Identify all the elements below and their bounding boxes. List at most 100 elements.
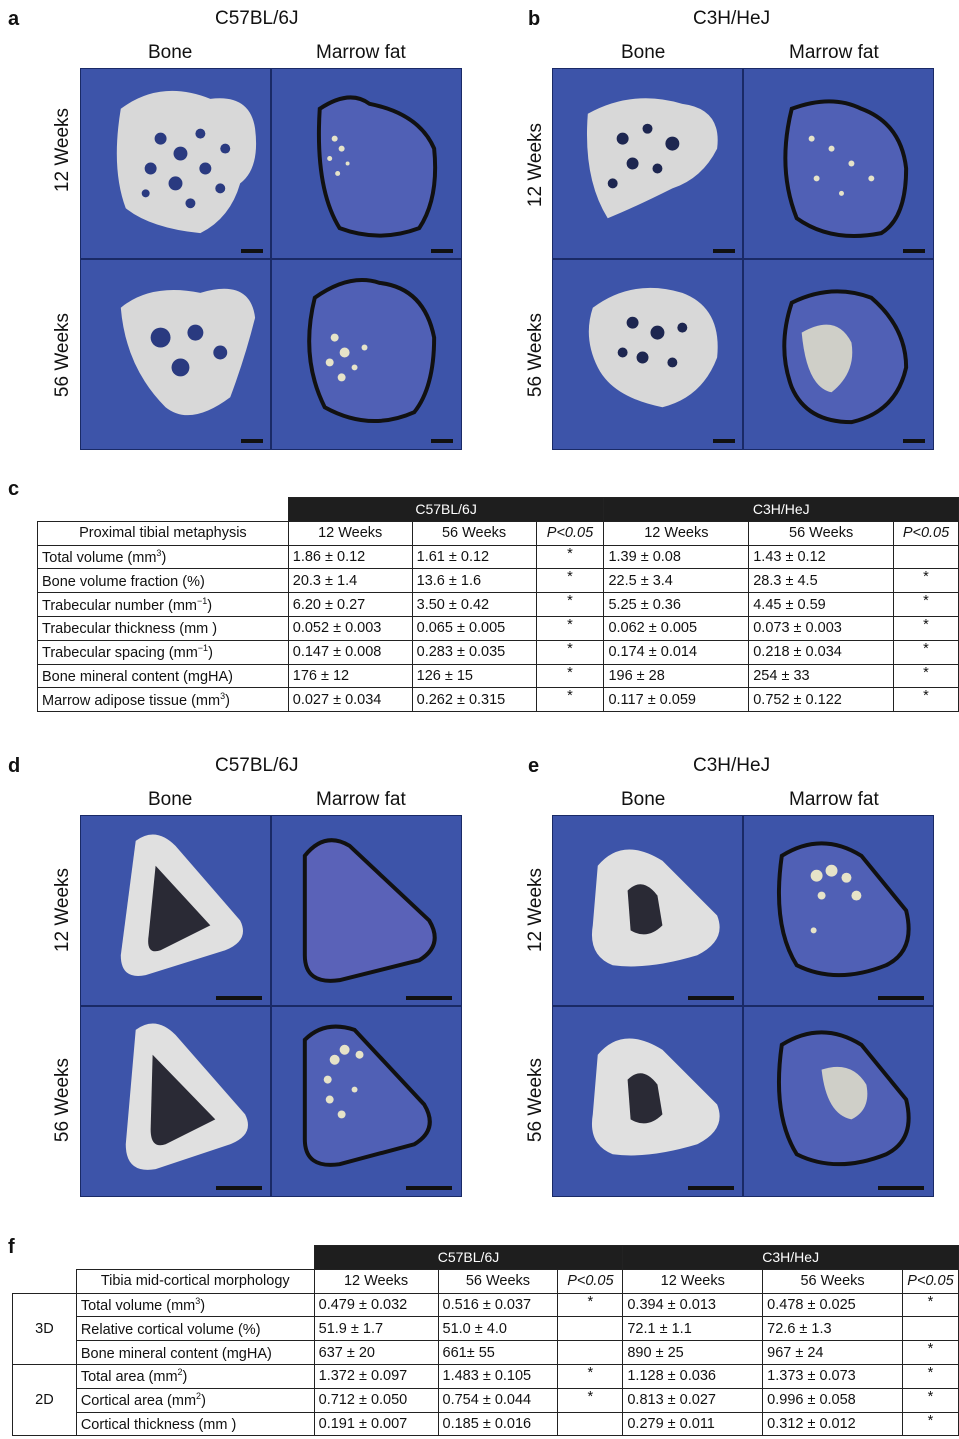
group-label: 2D bbox=[12, 1363, 77, 1437]
value-cell: 0.174 ± 0.014 bbox=[603, 639, 750, 665]
value-cell: 6.20 ± 0.27 bbox=[287, 592, 413, 617]
value-cell: 0.062 ± 0.005 bbox=[603, 615, 750, 641]
header-cell: 56 Weeks bbox=[437, 1268, 559, 1294]
col-label-bone-b: Bone bbox=[621, 42, 666, 63]
significance-cell: * bbox=[893, 663, 959, 689]
significance-cell: * bbox=[535, 663, 605, 689]
value-cell: 0.996 ± 0.058 bbox=[762, 1387, 903, 1413]
value-cell: 0.117 ± 0.059 bbox=[603, 687, 750, 713]
row-label: Total area (mm2) bbox=[75, 1363, 315, 1389]
header-cell: 12 Weeks bbox=[287, 520, 413, 546]
value-cell: 0.752 ± 0.122 bbox=[748, 687, 895, 713]
significance-cell: * bbox=[535, 568, 605, 594]
row-label-12-b: 12 Weeks bbox=[525, 122, 546, 208]
micro-ct-image-d bbox=[80, 815, 462, 1197]
row-label-12-a: 12 Weeks bbox=[52, 107, 73, 193]
col-label-bone-d: Bone bbox=[148, 789, 193, 810]
row-label: Cortical thickness (mm ) bbox=[75, 1411, 315, 1437]
panel-letter-b: b bbox=[528, 8, 541, 30]
value-cell: 126 ± 15 bbox=[411, 663, 537, 689]
group-header-c57-f: C57BL/6J bbox=[313, 1245, 624, 1270]
significance-cell: * bbox=[893, 592, 959, 617]
significance-cell: * bbox=[557, 1292, 624, 1318]
significance-cell bbox=[557, 1340, 624, 1365]
micro-ct-image-e bbox=[552, 815, 934, 1197]
value-cell: 22.5 ± 3.4 bbox=[603, 568, 750, 594]
row-label-tail: ) bbox=[200, 1297, 206, 1314]
value-cell: 0.478 ± 0.025 bbox=[762, 1292, 903, 1318]
value-cell: 0.191 ± 0.007 bbox=[313, 1411, 439, 1437]
value-cell: 1.39 ± 0.08 bbox=[603, 544, 750, 570]
value-cell: 72.1 ± 1.1 bbox=[622, 1316, 764, 1342]
value-cell: 1.86 ± 0.12 bbox=[287, 544, 413, 570]
row-label-text: Trabecular spacing (mm bbox=[42, 645, 198, 662]
table-header-row: Proximal tibial metaphysis 12 Weeks 56 W… bbox=[37, 520, 959, 546]
row-label: Relative cortical volume (%) bbox=[75, 1316, 315, 1342]
value-cell: 0.052 ± 0.003 bbox=[287, 615, 413, 641]
strain-label-d: C57BL/6J bbox=[215, 755, 299, 776]
table-row: Cortical thickness (mm ) 0.191 ± 0.007 0.1… bbox=[13, 1411, 959, 1437]
strain-label-a: C57BL/6J bbox=[215, 8, 299, 29]
significance-cell: * bbox=[901, 1363, 959, 1389]
value-cell: 0.283 ± 0.035 bbox=[411, 639, 537, 665]
row-label-tail: ) bbox=[225, 692, 230, 709]
col-label-bone-a: Bone bbox=[148, 42, 193, 63]
header-cell: Proximal tibial metaphysis bbox=[37, 520, 289, 546]
significance-cell: * bbox=[893, 615, 959, 641]
row-label-tail: ) bbox=[161, 549, 167, 566]
value-cell: 0.279 ± 0.011 bbox=[622, 1411, 764, 1437]
row-label-text: Bone mineral content (mgHA) bbox=[42, 668, 233, 685]
row-label: Trabecular number (mm−1) bbox=[37, 592, 289, 617]
table-row: Relative cortical volume (%) 51.9 ± 1.7 51… bbox=[13, 1316, 959, 1342]
col-label-fat-b: Marrow fat bbox=[789, 42, 879, 63]
row-label-text: Bone volume fraction (%) bbox=[42, 573, 205, 590]
significance-cell: * bbox=[535, 544, 605, 570]
strain-label-b: C3H/HeJ bbox=[693, 8, 771, 29]
row-label-sup: 3 bbox=[195, 1296, 201, 1307]
value-cell: 254 ± 33 bbox=[748, 663, 895, 689]
table-row: Trabecular thickness (mm ) 0.052 ± 0.003 0… bbox=[37, 615, 959, 641]
value-cell: 51.0 ± 4.0 bbox=[437, 1316, 559, 1342]
value-cell: 0.185 ± 0.016 bbox=[437, 1411, 559, 1437]
significance-cell: * bbox=[901, 1292, 959, 1318]
value-cell: 1.483 ± 0.105 bbox=[437, 1363, 559, 1389]
value-cell: 72.6 ± 1.3 bbox=[762, 1316, 903, 1342]
table-row: Marrow adipose tissue (mm3) 0.027 ± 0.034… bbox=[37, 687, 959, 713]
value-cell: 0.027 ± 0.034 bbox=[287, 687, 413, 713]
value-cell: 0.065 ± 0.005 bbox=[411, 615, 537, 641]
row-label: Bone mineral content (mgHA) bbox=[75, 1340, 315, 1365]
row-label-sup: −1 bbox=[196, 595, 208, 606]
row-label: Trabecular spacing (mm−1) bbox=[37, 639, 289, 665]
table-row: Bone volume fraction (%) 20.3 ± 1.4 13.6 ±… bbox=[37, 568, 959, 594]
row-label-sup: −1 bbox=[197, 643, 209, 654]
col-label-bone-e: Bone bbox=[621, 789, 666, 810]
value-cell: 0.813 ± 0.027 bbox=[622, 1387, 764, 1413]
value-cell: 0.516 ± 0.037 bbox=[437, 1292, 559, 1318]
value-cell: 890 ± 25 bbox=[622, 1340, 764, 1365]
row-label-56-d: 56 Weeks bbox=[52, 1057, 73, 1143]
row-label-text: Trabecular number (mm bbox=[42, 597, 197, 614]
significance-cell bbox=[557, 1316, 624, 1342]
header-cell: 12 Weeks bbox=[313, 1268, 439, 1294]
value-cell: 5.25 ± 0.36 bbox=[603, 592, 750, 617]
row-label-text: Bone mineral content (mgHA) bbox=[80, 1345, 272, 1362]
row-label-sup: 3 bbox=[156, 548, 162, 559]
row-label-sup: 3 bbox=[220, 690, 226, 701]
value-cell: 176 ± 12 bbox=[287, 663, 413, 689]
value-cell: 3.50 ± 0.42 bbox=[411, 592, 537, 617]
panel-letter-a: a bbox=[8, 8, 20, 30]
header-cell: 56 Weeks bbox=[762, 1268, 903, 1294]
row-label-text: Cortical area (mm bbox=[80, 1393, 197, 1410]
significance-cell: * bbox=[557, 1387, 624, 1413]
header-cell: 12 Weeks bbox=[622, 1268, 764, 1294]
value-cell: 0.218 ± 0.034 bbox=[748, 639, 895, 665]
row-label-sup: 2 bbox=[177, 1367, 183, 1378]
group-header-c57-c: C57BL/6J bbox=[287, 497, 605, 522]
row-label: Trabecular thickness (mm ) bbox=[37, 615, 289, 641]
row-label: Bone mineral content (mgHA) bbox=[37, 663, 289, 689]
panel-letter-f: f bbox=[8, 1236, 15, 1258]
group-header-c3h-c: C3H/HeJ bbox=[603, 497, 959, 522]
value-cell: 28.3 ± 4.5 bbox=[748, 568, 895, 594]
header-cell: 56 Weeks bbox=[411, 520, 537, 546]
significance-cell: * bbox=[535, 639, 605, 665]
